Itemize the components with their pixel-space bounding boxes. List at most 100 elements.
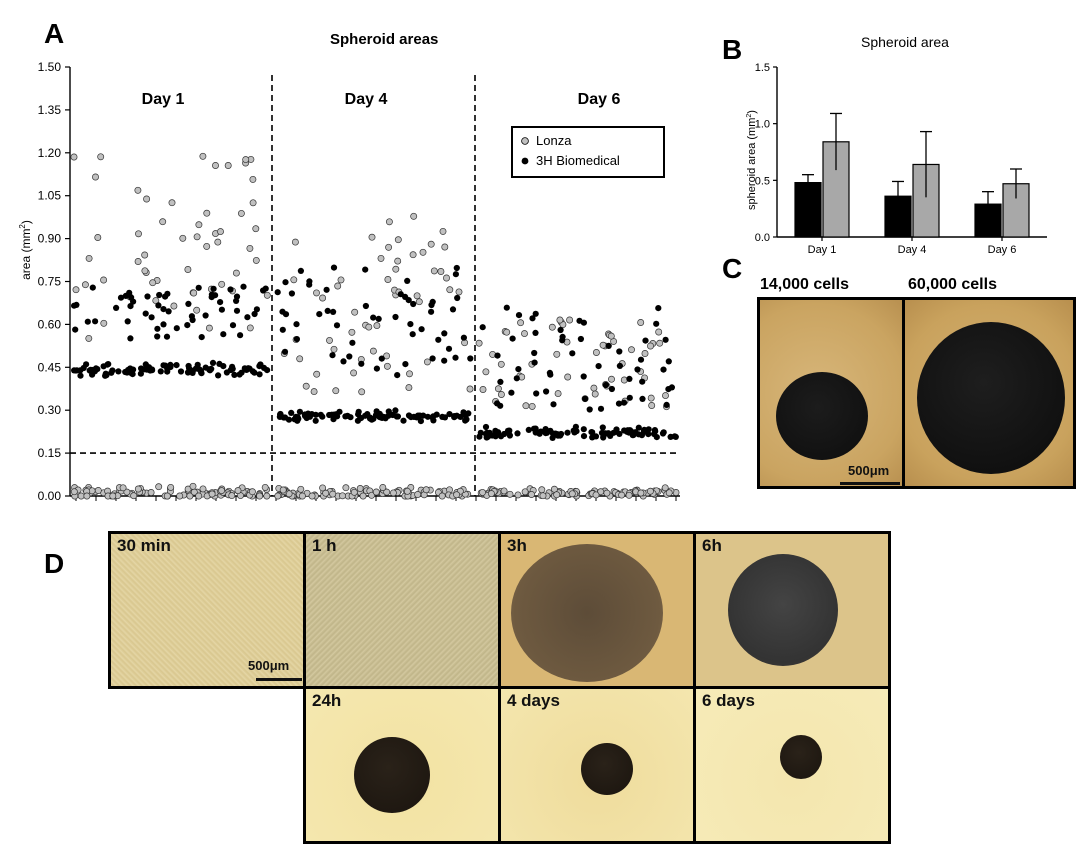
lonza-point [329,490,337,498]
biomedical-point [616,430,623,437]
biomedical-point [202,312,209,319]
lonza-point [403,487,411,495]
biomedical-point [231,371,238,378]
lonza-point [554,390,562,398]
lonza-point [656,339,664,347]
lonza-point [641,350,649,357]
lonza-point [218,487,226,495]
frame-label-6-days: 6 days [702,691,755,710]
biomedical-point [282,311,290,318]
biomedical-point [217,299,224,306]
panel-b-x-tick-label: Day 1 [808,244,837,256]
biomedical-point [428,308,435,315]
lonza-point [394,236,402,244]
biomedical-point [418,326,425,333]
lonza-point [290,276,298,284]
biomedical-point [441,357,448,364]
lonza-point [521,330,528,338]
biomedical-point [77,372,84,379]
lonza-point [647,342,654,350]
biomedical-point [229,322,237,329]
biomedical-point [482,423,490,431]
lonza-point [406,370,413,378]
biomedical-point [430,413,437,420]
biomedical-point [441,330,448,337]
lonza-point [455,288,463,296]
lonza-point [646,487,654,495]
biomedical-point [333,322,341,329]
biomedical-point [639,378,646,385]
biomedical-point [557,432,564,439]
lonza-point [94,487,102,494]
lonza-point [70,153,78,161]
biomedical-point [173,362,180,369]
biomedical-point [154,325,161,332]
biomedical-point [663,401,670,408]
biomedical-point [602,430,609,437]
biomedical-point [291,416,298,423]
biomedical-point [220,363,227,370]
biomedical-point [316,311,323,318]
biomedical-point [615,400,623,407]
lonza-point [500,487,508,495]
frame-3h: 3h [498,531,696,689]
lonza-point [637,319,645,326]
lonza-point [85,254,93,262]
biomedical-point [394,372,401,379]
lonza-point [466,385,474,393]
biomedical-point [308,411,315,418]
panel-b-ylabel: spheroid area (mm2) [746,110,758,210]
scale-label-d: 500μm [248,658,290,673]
lonza-point [326,336,333,344]
lonza-point [339,492,346,500]
lonza-point [597,488,605,496]
lonza-point [134,485,142,493]
bar [794,181,822,238]
biomedical-point [449,306,457,313]
lonza-point [647,394,655,402]
lonza-point [242,156,250,164]
panel-a-y-tick-label: 1.20 [38,146,62,160]
legend-biomedical-label: 3H Biomedical [536,153,620,168]
lonza-point [246,244,254,252]
lonza-point [130,492,138,500]
lonza-point [159,218,167,226]
lonza-point [176,492,184,500]
lonza-point [648,402,656,409]
biomedical-point [605,342,612,349]
biomedical-point [149,367,156,374]
biomedical-point [288,290,295,297]
lonza-point [97,153,105,161]
lonza-point [592,349,600,356]
biomedical-point [358,360,365,367]
biomedical-point [467,355,474,362]
biomedical-point [104,361,111,368]
biomedical-point [160,321,167,328]
biomedical-point [424,413,431,420]
biomedical-point [72,326,79,333]
biomedical-point [165,308,172,315]
lonza-point [342,484,350,492]
lonza-point [620,376,628,384]
biomedical-point [279,326,286,333]
biomedical-point [637,356,645,363]
panel-a-y-tick-label: 0.45 [38,360,62,374]
biomedical-point [208,294,215,301]
biomedical-point [264,367,271,374]
lonza-point [252,225,260,233]
biomedical-point [550,401,557,408]
lonza-point [607,332,615,340]
biomedical-point [233,307,241,314]
lonza-point [368,233,376,241]
biomedical-point [452,271,459,278]
frame-1-h: 1 h [303,531,501,689]
biomedical-point [330,264,338,271]
lonza-point [334,282,342,290]
lonza-point [368,491,376,499]
biomedical-point [505,428,512,435]
biomedical-point [127,303,134,310]
biomedical-point [595,363,602,370]
panel-a-scatter-chart: area (mm2) 0.00 0.15 0.30 0.45 0.60 0.75 0.90 1… [18,60,680,503]
panel-b-bar-chart: spheroid area (mm2) 0.0 0.5 1.0 1.5 Day 1 Day… [746,62,1047,256]
lonza-point [190,289,198,297]
